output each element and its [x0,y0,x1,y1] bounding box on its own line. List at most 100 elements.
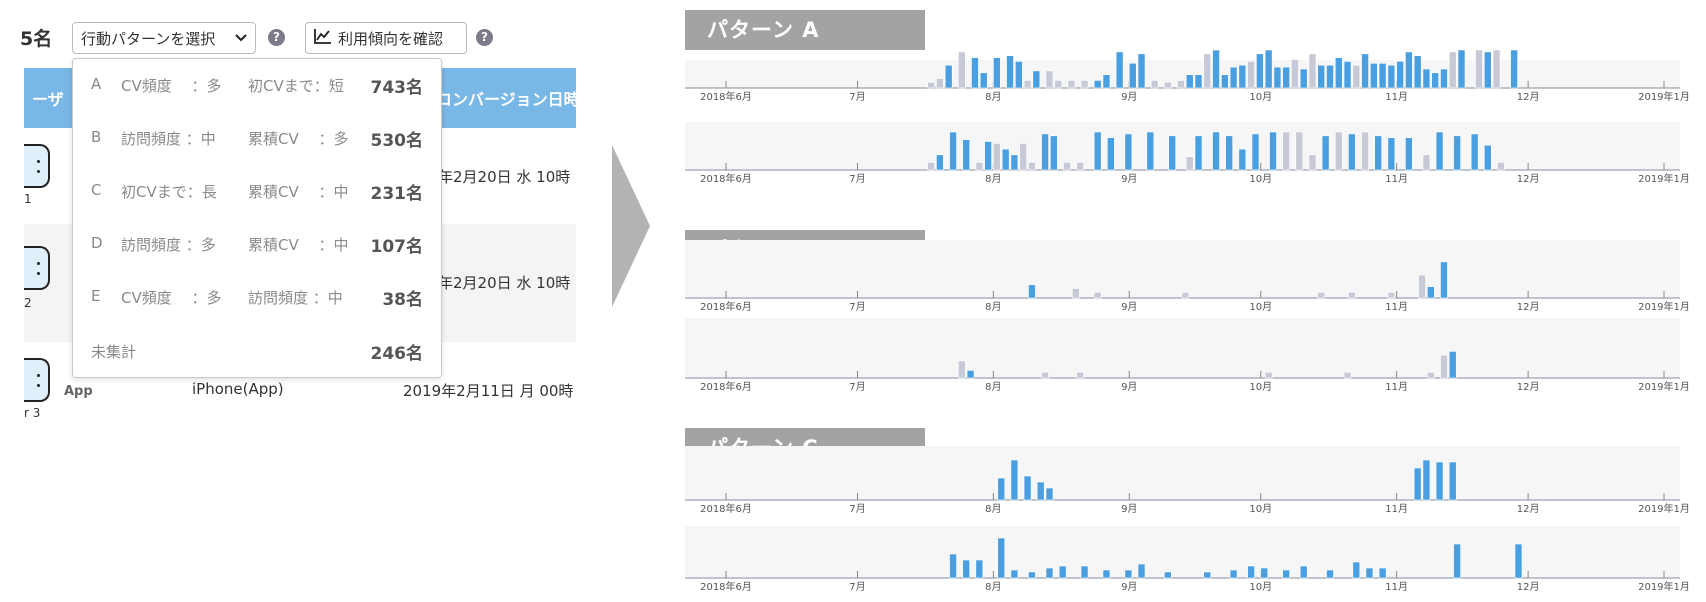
activity-bar [1370,62,1378,89]
activity-bar [1115,51,1124,89]
avatar [24,144,50,188]
activity-bar [1269,131,1277,171]
activity-bar [1282,569,1290,579]
activity-bar [936,78,944,89]
activity-bar [1343,371,1352,379]
activity-bar [1238,148,1247,171]
activity-bar [1378,62,1387,89]
activity-bar [1413,467,1422,501]
activity-bar [944,64,953,89]
activity-bar [1427,286,1435,299]
table-row[interactable]: r 3 [24,342,576,420]
activity-bar [1238,64,1247,89]
axis-tick-label: 9月 [1121,581,1137,593]
os-label: App [64,384,93,399]
activity-bar [997,477,1006,501]
table-row[interactable]: 1 年2月20日 水 10時 [24,130,576,248]
activity-bar [1041,371,1049,379]
activity-bar [1475,49,1483,89]
activity-bar [1177,80,1185,89]
axis-tick-label: 10月 [1249,581,1272,593]
activity-bar [1348,133,1356,171]
activity-bar [1093,291,1102,299]
dropdown-item-pattern-b[interactable]: B 訪問頻度 ：中 累積CV ：多 530名 [73,118,441,158]
activity-bar [993,57,1001,89]
activity-bar [1435,131,1444,171]
pattern-letter: E [91,287,101,305]
activity-bar [1076,162,1084,171]
axis-tick-label: 9月 [1121,91,1137,103]
activity-bar [1001,148,1010,171]
activity-bar [1247,565,1255,579]
activity-bar [1006,55,1014,89]
activity-bar [1352,561,1361,579]
activity-bar [1071,288,1080,299]
usage-trend-button[interactable]: 利用傾向を確認 [305,22,467,54]
activity-bar [1514,543,1523,579]
help-icon[interactable]: ? [268,29,285,46]
dropdown-item-unaggregated[interactable]: 未集計 246名 [73,331,441,371]
activity-bar [1058,565,1067,579]
activity-bar [1185,156,1194,171]
timeline-band [685,240,1680,298]
activity-bar [984,141,992,171]
activity-bar [958,51,966,89]
activity-bar [1334,57,1343,89]
dropdown-item-pattern-c[interactable]: C 初CVまで：長 累積CV ：中 231名 [73,171,441,211]
activity-bar [1483,51,1492,89]
axis-tick-label: 2018年6月 [700,502,752,515]
activity-bar [1093,131,1102,171]
activity-bar [1405,51,1413,89]
dropdown-item-pattern-a[interactable]: A CV頻度 ：多 初CVまで：短 743名 [73,65,441,105]
dropdown-item-pattern-e[interactable]: E CV頻度 ：多 訪問頻度 ：中 38名 [73,277,441,317]
activity-bar [966,370,975,379]
pattern-criterion-1: 訪問頻度 ：多 [121,236,216,254]
activity-bar [1448,461,1457,501]
activity-bar [1282,131,1290,171]
activity-bar [1028,162,1036,171]
activity-bar [962,139,971,171]
activity-bar [1387,64,1396,89]
activity-bar [1295,131,1304,171]
arrow-right-icon [612,145,650,307]
activity-bar [1028,284,1036,299]
axis-tick-label: 7月 [849,301,865,313]
axis-tick-label: 12月 [1517,503,1540,515]
dropdown-item-pattern-d[interactable]: D 訪問頻度 ：多 累積CV ：中 107名 [73,224,441,264]
activity-bar [1378,567,1387,579]
axis-tick-label: 7月 [849,581,865,593]
pattern-user-count: 107名 [370,237,424,257]
axis-tick-label: 12月 [1517,91,1540,103]
axis-tick-label: 9月 [1121,381,1137,393]
pattern-select-dropdown[interactable]: 行動パターンを選択 [72,22,256,54]
activity-bar [1440,354,1448,379]
pattern-criterion-1: 初CVまで：長 [121,183,217,201]
activity-bar [1164,571,1172,579]
activity-bar [1308,154,1317,171]
activity-bar [1291,59,1299,89]
activity-bar [1453,135,1461,171]
activity-bar [1203,53,1212,89]
pattern-select-label: 行動パターンを選択 [81,29,216,48]
pattern-criterion-2: 累積CV ：中 [248,236,349,254]
pattern-criterion-1: 訪問頻度 ：中 [121,130,216,148]
activity-bar [1317,64,1326,89]
activity-bar [1387,291,1396,299]
activity-bar [1023,475,1032,501]
activity-bar [1422,154,1431,171]
help-icon[interactable]: ? [476,29,493,46]
pattern-criterion-1: CV頻度 ：多 [121,77,222,95]
axis-tick-label: 2018年6月 [700,580,752,593]
activity-bar [1010,459,1019,501]
axis-tick-label: 10月 [1249,503,1272,515]
activity-bar [1247,61,1255,89]
activity-bar [1321,135,1330,171]
activity-bar [1168,135,1177,171]
activity-bar [1365,567,1374,579]
conversion-date: 年2月20日 水 10時 [438,274,571,292]
axis-tick-label: 7月 [849,503,865,515]
user-id: 1 [24,192,32,206]
axis-tick-label: 2019年1月 [1638,90,1690,103]
activity-bar [1422,68,1431,89]
activity-bar [1361,131,1369,171]
